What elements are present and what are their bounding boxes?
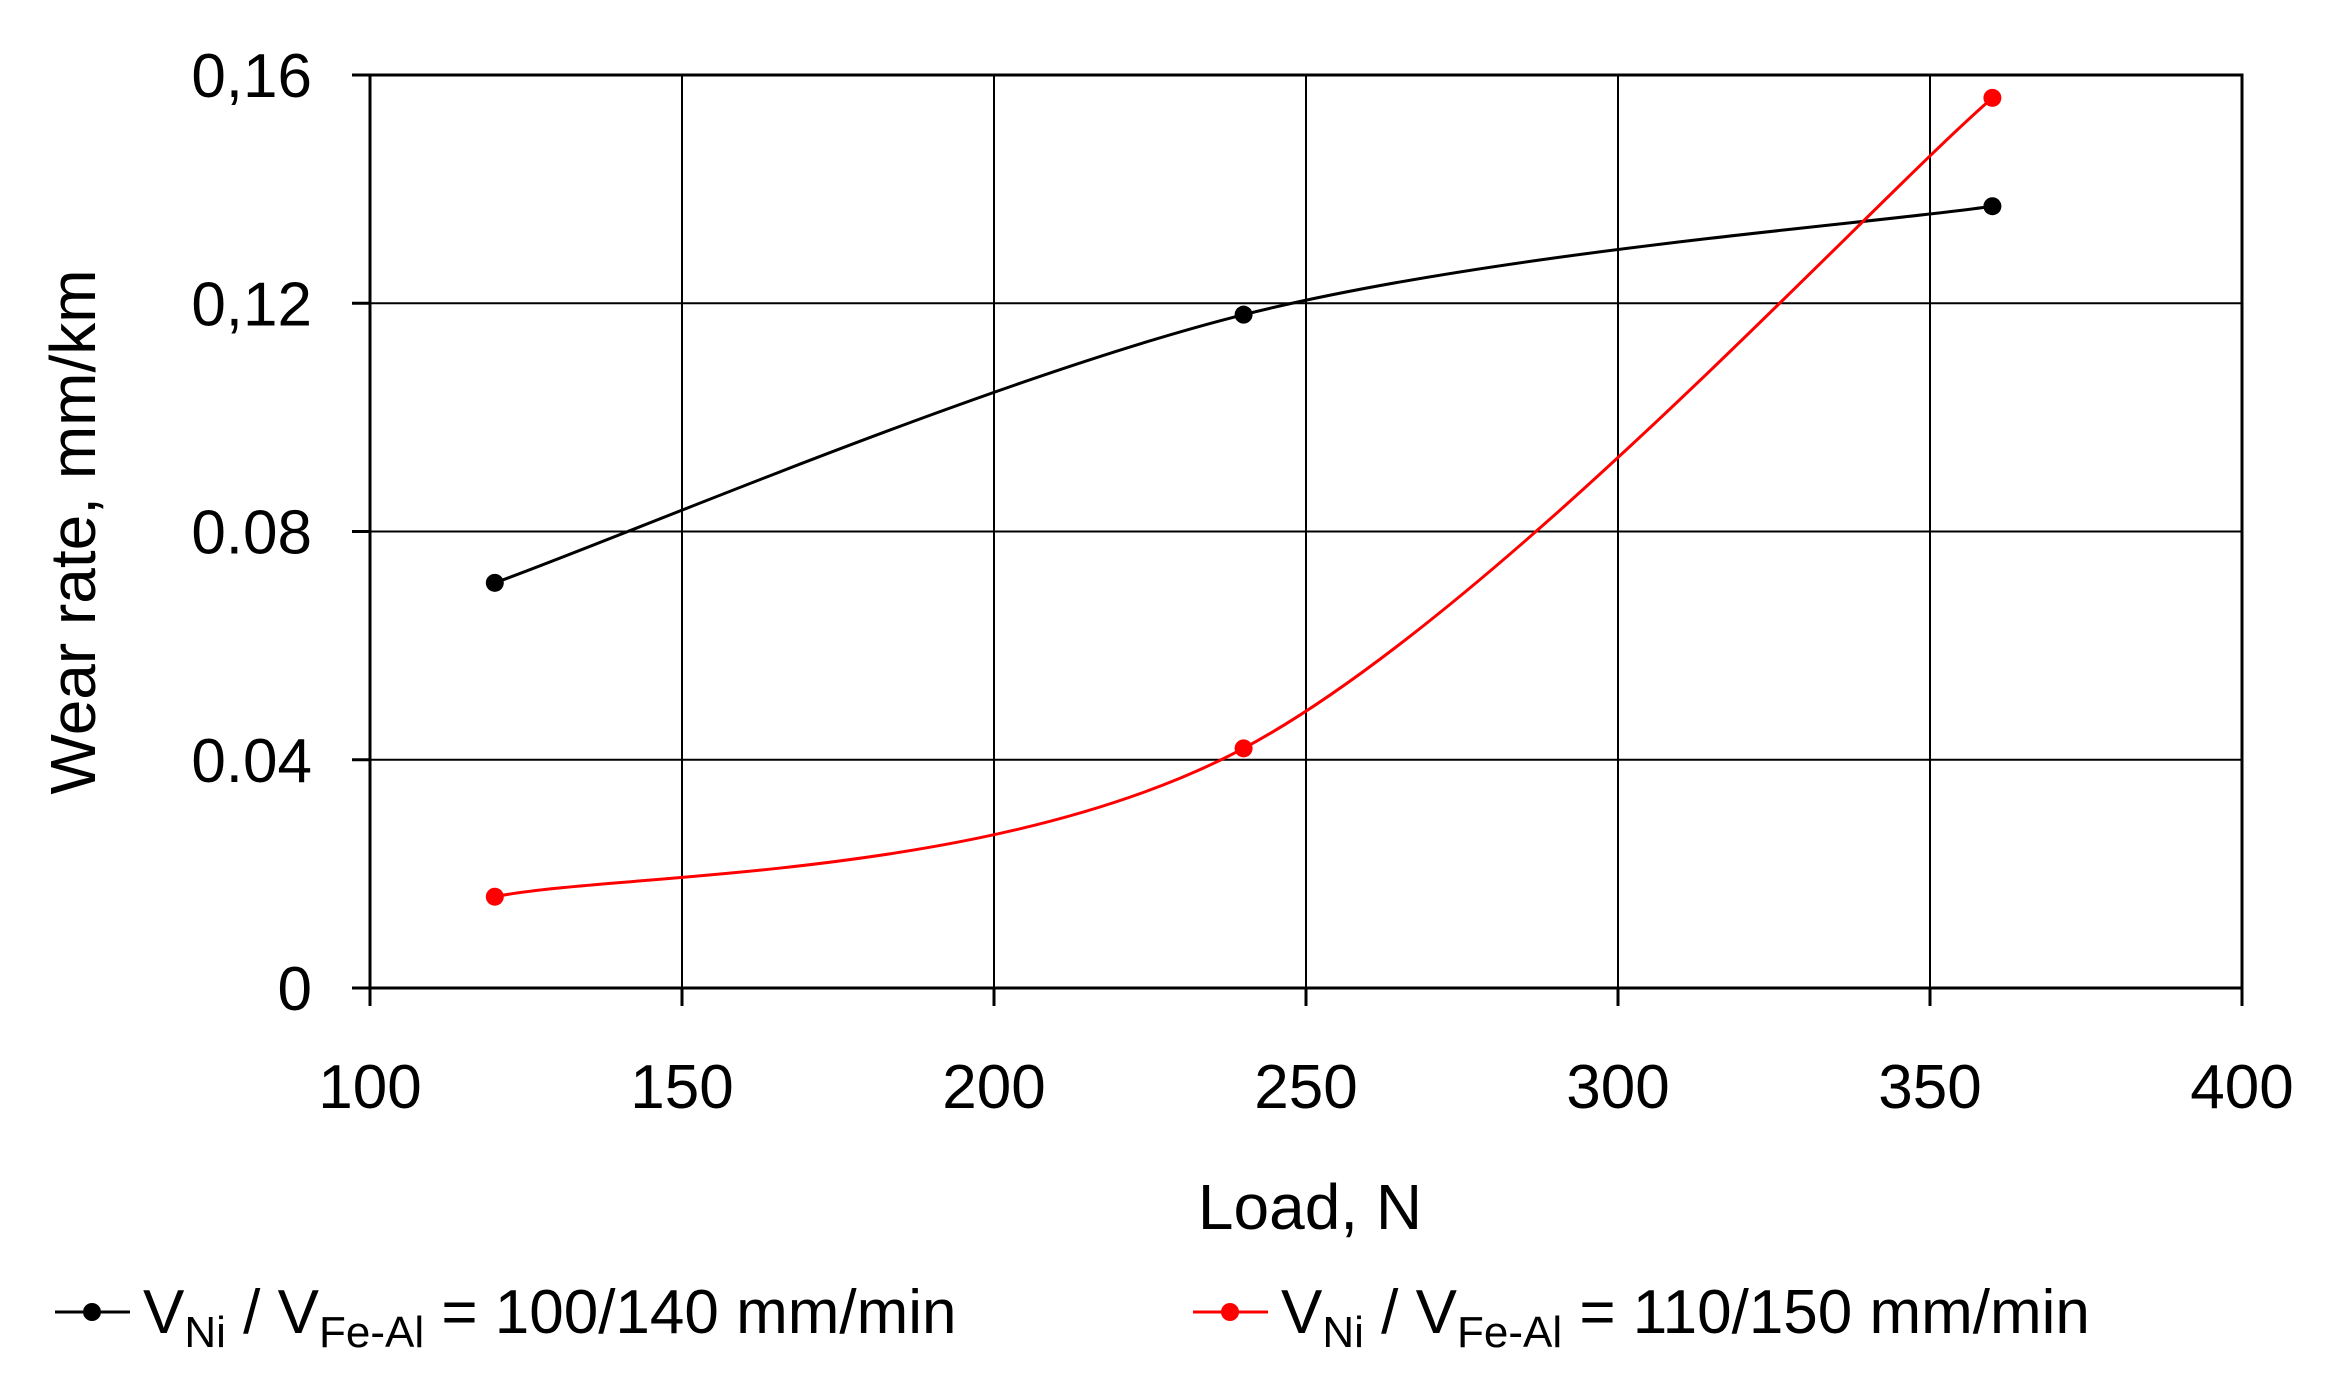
series-2-line <box>494 96 1994 899</box>
x-tick-label: 350 <box>1878 1053 1981 1122</box>
series-1-point <box>1234 305 1253 324</box>
y-tick-label: 0,12 <box>191 270 312 339</box>
legend-label: VNi / VFe-Al = 110/150 mm/min <box>1281 1278 2090 1357</box>
series-1-line <box>494 204 1993 585</box>
y-tick-label: 0,16 <box>191 42 312 111</box>
series-2-point <box>485 887 504 906</box>
x-tick-label: 250 <box>1254 1053 1357 1122</box>
series-2-point <box>1983 88 2002 107</box>
x-tick-label: 300 <box>1566 1053 1669 1122</box>
axis-ticks: 100 150 200 250 300 350 400 0 0.04 0.08 0,12 0,16 <box>191 42 2293 1122</box>
legend-label: VNi / VFe-Al = 100/140 mm/min <box>143 1278 957 1357</box>
series-group <box>485 88 2002 906</box>
x-tick-label: 200 <box>942 1053 1045 1122</box>
series-1-point <box>485 573 504 592</box>
y-tick-label: 0.08 <box>191 499 312 568</box>
series-1-point <box>1983 197 2002 216</box>
y-tick-label: 0 <box>278 955 312 1024</box>
legend-swatch-marker <box>1221 1303 1239 1321</box>
legend: VNi / VFe-Al = 100/140 mm/min VNi / VFe-A… <box>55 1278 2090 1357</box>
x-tick-label: 150 <box>630 1053 733 1122</box>
x-axis-label: Load, N <box>1198 1171 1422 1243</box>
legend-swatch-marker <box>83 1303 101 1321</box>
grid <box>369 74 2243 989</box>
legend-item-1: VNi / VFe-Al = 100/140 mm/min <box>55 1278 957 1357</box>
y-axis-label: Wear rate, mm/km <box>37 269 109 794</box>
legend-item-2: VNi / VFe-Al = 110/150 mm/min <box>1193 1278 2090 1357</box>
y-tick-label: 0.04 <box>191 727 312 796</box>
x-tick-label: 100 <box>318 1053 421 1122</box>
series-2-point <box>1234 739 1253 758</box>
x-tick-label: 400 <box>2190 1053 2293 1122</box>
